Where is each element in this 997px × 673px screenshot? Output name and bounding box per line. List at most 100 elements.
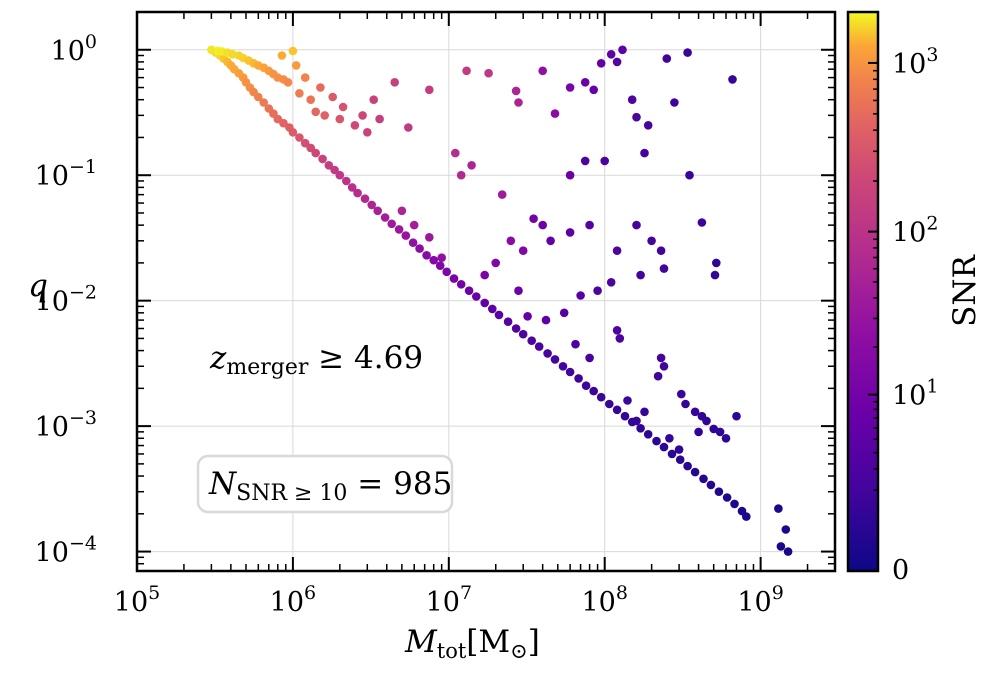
data-point <box>283 78 293 87</box>
data-point <box>580 156 590 166</box>
data-point <box>472 292 481 301</box>
data-point <box>494 310 504 320</box>
data-point <box>338 102 348 112</box>
data-point <box>527 336 536 346</box>
data-point <box>425 233 434 242</box>
data-point <box>324 161 334 170</box>
x-axis-label: Mtot[M⊙] <box>404 624 540 663</box>
data-point <box>353 188 362 198</box>
data-point <box>397 206 407 216</box>
y-axis-label: q <box>28 268 48 304</box>
data-point <box>425 85 434 95</box>
data-point <box>442 267 452 277</box>
data-point <box>728 75 737 84</box>
x-tick-label: 107 <box>426 582 472 618</box>
data-point <box>690 407 700 417</box>
data-point <box>783 547 793 556</box>
x-tick-label: 108 <box>581 582 627 618</box>
data-point <box>449 274 459 283</box>
data-point <box>714 487 724 497</box>
data-point <box>409 220 419 230</box>
data-point <box>632 220 641 230</box>
data-point <box>565 83 575 92</box>
data-point <box>565 228 575 237</box>
data-point <box>559 308 569 318</box>
data-point <box>295 133 304 142</box>
data-point <box>699 474 708 484</box>
data-point <box>538 220 547 230</box>
data-point <box>367 200 377 210</box>
data-point <box>467 161 476 170</box>
data-point <box>311 107 321 117</box>
data-point <box>394 225 404 234</box>
data-point <box>546 236 555 246</box>
data-point <box>647 236 656 246</box>
data-point <box>550 355 560 364</box>
data-point <box>781 525 791 534</box>
data-point <box>306 95 316 104</box>
data-point <box>632 112 641 122</box>
data-point <box>480 270 490 280</box>
data-point <box>328 92 338 102</box>
data-point <box>612 405 622 415</box>
data-point <box>659 362 669 371</box>
data-point <box>665 434 674 443</box>
data-point <box>415 244 424 253</box>
data-point <box>518 329 528 339</box>
data-point <box>659 264 669 273</box>
data-point <box>279 118 288 128</box>
data-point <box>518 246 528 255</box>
x-tick-label: 109 <box>737 582 783 618</box>
data-point <box>316 83 325 92</box>
data-point <box>390 78 400 87</box>
data-point <box>523 312 532 321</box>
data-point <box>596 392 606 402</box>
data-point <box>706 480 716 490</box>
data-point <box>571 339 580 349</box>
colorbar-tick-label: 101 <box>892 376 938 412</box>
y-axis: 100 10−1 10−2 10−3 10−4 <box>35 31 835 572</box>
data-point <box>623 396 632 405</box>
data-point <box>335 114 345 124</box>
data-point <box>529 214 538 223</box>
data-point <box>380 213 390 222</box>
data-point <box>627 95 637 104</box>
data-point <box>277 51 287 60</box>
data-point <box>685 170 694 180</box>
data-point <box>451 148 460 158</box>
data-point <box>576 291 585 300</box>
data-point <box>574 374 583 383</box>
data-point <box>550 109 560 118</box>
data-point <box>462 66 471 76</box>
data-point <box>335 170 345 180</box>
data-point <box>456 170 466 180</box>
data-point <box>585 353 594 363</box>
data-point <box>636 270 645 280</box>
data-point <box>330 165 339 175</box>
count-annotation-box <box>196 454 454 514</box>
data-point <box>702 416 711 426</box>
data-point <box>541 315 551 325</box>
x-axis: 105 106 107 108 109 <box>114 12 809 618</box>
data-point <box>358 111 367 120</box>
data-point <box>363 128 372 137</box>
y-tick-label: 100 <box>51 31 97 67</box>
data-point <box>318 154 327 164</box>
data-point <box>422 251 431 260</box>
y-tick-label: 10−4 <box>35 533 97 569</box>
data-point <box>681 399 690 409</box>
data-point <box>288 128 298 137</box>
data-point <box>606 50 616 59</box>
data-point <box>632 416 641 426</box>
data-point <box>715 427 725 437</box>
data-point <box>580 78 590 87</box>
data-point <box>596 59 606 68</box>
data-point <box>435 261 445 271</box>
x-tick-label: 105 <box>114 582 160 618</box>
data-point <box>774 504 783 513</box>
y-tick-label: 10−2 <box>35 282 97 318</box>
data-point <box>742 512 751 521</box>
data-point <box>593 286 602 296</box>
data-point <box>350 121 360 130</box>
data-point <box>620 411 630 421</box>
